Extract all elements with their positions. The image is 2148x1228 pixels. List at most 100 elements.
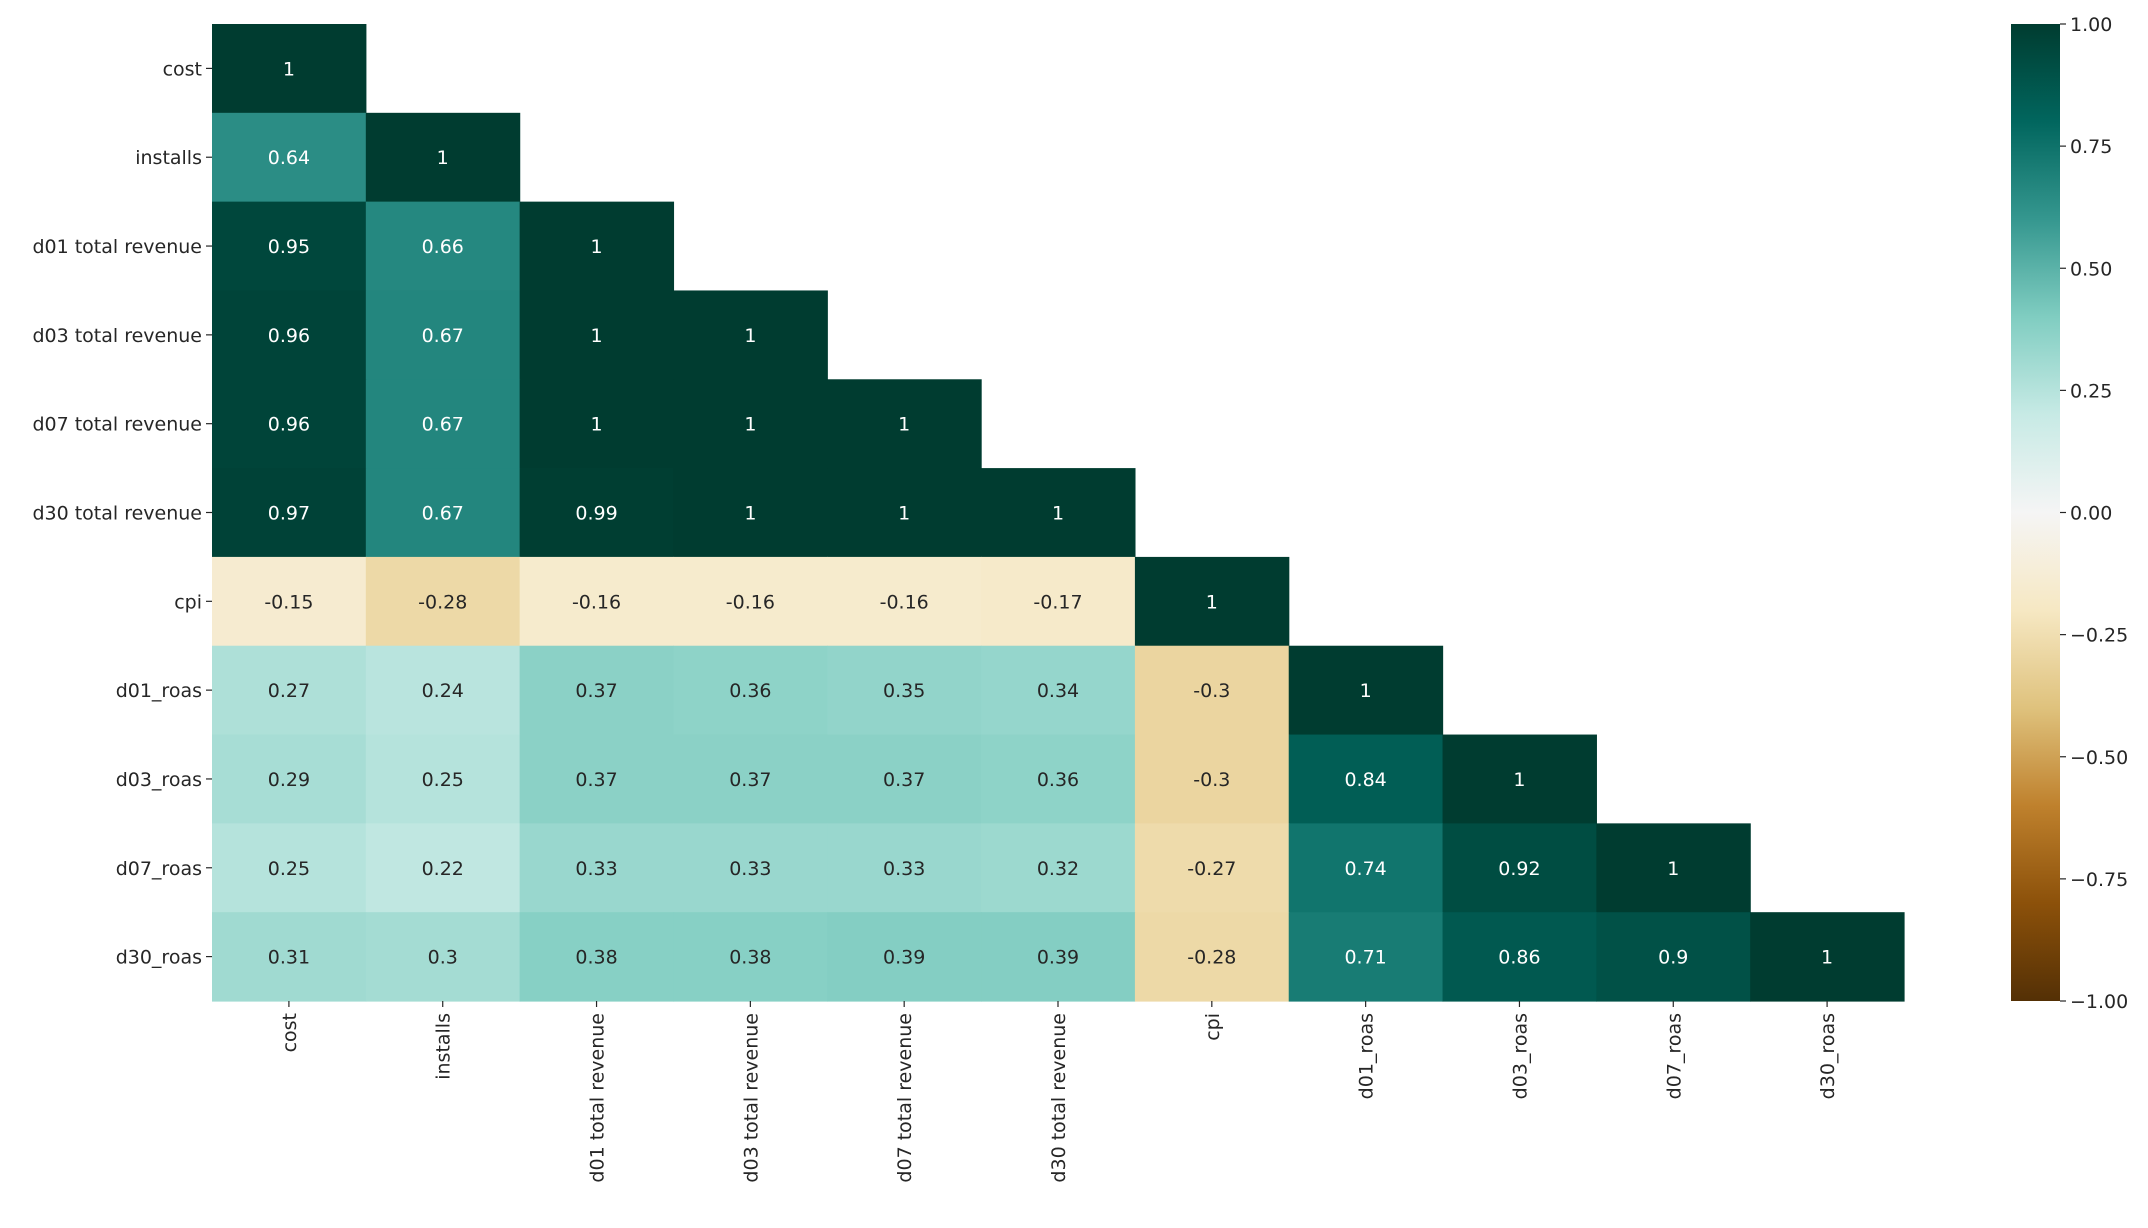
heatmap-cell bbox=[212, 290, 367, 380]
heatmap-cell bbox=[673, 468, 828, 558]
heatmap-cell bbox=[827, 912, 982, 1002]
cell-value-label: 1 bbox=[898, 503, 910, 525]
heatmap-cell bbox=[1134, 645, 1290, 736]
heatmap-cell bbox=[981, 912, 1136, 1002]
heatmap-cell bbox=[981, 645, 1136, 736]
heatmap-cell bbox=[673, 645, 828, 736]
cell-value-label: 0.24 bbox=[422, 680, 464, 702]
heatmap-cell bbox=[519, 468, 675, 558]
y-tick-label: d30_roas bbox=[116, 947, 202, 969]
heatmap-cell bbox=[212, 24, 367, 114]
heatmap-cell bbox=[1288, 734, 1444, 824]
heatmap-cell bbox=[212, 201, 367, 292]
cell-value-label: -0.27 bbox=[1187, 858, 1236, 880]
heatmap-cell bbox=[827, 379, 982, 469]
cell-value-label: 0.67 bbox=[422, 503, 464, 525]
heatmap-cell bbox=[365, 912, 521, 1002]
x-tick-label: d30 total revenue bbox=[1048, 1013, 1070, 1183]
heatmap-cell bbox=[365, 468, 521, 558]
heatmap-cell bbox=[212, 379, 367, 469]
x-tick-label: cost bbox=[279, 1013, 301, 1052]
colorbar-tick-label: 0.25 bbox=[2070, 380, 2112, 402]
cell-value-label: 0.92 bbox=[1498, 858, 1540, 880]
heatmap-cell bbox=[1750, 912, 1905, 1002]
colorbar-tick-label: −0.75 bbox=[2070, 869, 2128, 891]
x-tick-label: d01_roas bbox=[1356, 1013, 1378, 1099]
heatmap-cell bbox=[827, 468, 982, 558]
heatmap-cell bbox=[1134, 823, 1290, 913]
heatmap-cell bbox=[365, 379, 521, 469]
cell-value-label: 1 bbox=[590, 236, 602, 258]
cell-value-label: 1 bbox=[437, 147, 449, 169]
cell-value-label: 0.29 bbox=[268, 769, 310, 791]
heatmap-cell bbox=[1288, 823, 1444, 913]
cell-value-label: 0.32 bbox=[1037, 858, 1079, 880]
heatmap-cell bbox=[519, 556, 675, 647]
heatmap-cell bbox=[365, 645, 521, 736]
heatmap-cell bbox=[673, 556, 828, 647]
heatmap-cell bbox=[1596, 912, 1751, 1002]
x-tick-label: d07 total revenue bbox=[894, 1013, 916, 1183]
heatmap-cell bbox=[1442, 823, 1597, 913]
cell-value-label: -0.16 bbox=[880, 591, 929, 613]
heatmap-cell bbox=[1442, 734, 1597, 824]
heatmap-cell bbox=[212, 556, 367, 647]
cell-value-label: -0.15 bbox=[264, 591, 313, 613]
cell-value-label: 1 bbox=[590, 414, 602, 436]
cell-value-label: 0.37 bbox=[883, 769, 925, 791]
x-tick-label: cpi bbox=[1202, 1013, 1224, 1041]
y-axis: cost installs d01 total revenue d03 total r… bbox=[32, 58, 212, 969]
cell-value-label: 0.37 bbox=[575, 769, 617, 791]
cell-value-label: 0.9 bbox=[1658, 947, 1688, 969]
heatmap-cell bbox=[212, 734, 367, 824]
heatmap-cell bbox=[519, 201, 675, 292]
cell-value-label: 0.95 bbox=[268, 236, 310, 258]
heatmap-cell bbox=[673, 912, 828, 1002]
heatmap-cell bbox=[365, 112, 521, 203]
colorbar-tick-label: 0.50 bbox=[2070, 258, 2112, 280]
heatmap-cell bbox=[981, 823, 1136, 913]
cell-value-label: 1 bbox=[744, 325, 756, 347]
cell-value-label: 0.37 bbox=[729, 769, 771, 791]
y-tick-label: d03 total revenue bbox=[32, 325, 202, 347]
heatmap-cell bbox=[981, 556, 1136, 647]
heatmap-cell bbox=[673, 734, 828, 824]
cell-value-label: 0.74 bbox=[1344, 858, 1386, 880]
cell-value-label: 0.99 bbox=[575, 503, 617, 525]
y-tick-label: d01 total revenue bbox=[32, 236, 202, 258]
cell-value-label: 1 bbox=[744, 503, 756, 525]
cell-value-label: 0.33 bbox=[729, 858, 771, 880]
heatmap-cell bbox=[1596, 823, 1751, 913]
cell-value-label: 1 bbox=[1206, 591, 1218, 613]
heatmap-cell bbox=[673, 379, 828, 469]
cell-value-label: 1 bbox=[590, 325, 602, 347]
cell-value-label: 1 bbox=[1667, 858, 1679, 880]
cell-value-label: -0.17 bbox=[1033, 591, 1082, 613]
x-tick-label: d07_roas bbox=[1663, 1013, 1685, 1099]
cell-value-label: 0.39 bbox=[1037, 947, 1079, 969]
cell-value-label: -0.28 bbox=[1187, 947, 1236, 969]
heatmap-cell bbox=[1134, 556, 1290, 647]
cell-value-label: 0.38 bbox=[729, 947, 771, 969]
colorbar-tick-label: −0.25 bbox=[2070, 625, 2128, 647]
y-tick-label: d03_roas bbox=[116, 769, 202, 791]
y-tick-label: d30 total revenue bbox=[32, 503, 202, 525]
cell-value-label: 0.64 bbox=[268, 147, 310, 169]
cell-value-label: -0.16 bbox=[572, 591, 621, 613]
y-tick-label: cpi bbox=[174, 591, 202, 613]
heatmap-cell bbox=[212, 112, 367, 203]
cell-value-label: 0.39 bbox=[883, 947, 925, 969]
y-tick-label: d07_roas bbox=[116, 858, 202, 880]
x-tick-label: d03_roas bbox=[1509, 1013, 1531, 1099]
cell-value-label: 0.84 bbox=[1344, 769, 1386, 791]
cell-value-label: 0.67 bbox=[422, 414, 464, 436]
cell-value-label: 0.67 bbox=[422, 325, 464, 347]
heatmap-cell bbox=[365, 556, 521, 647]
heatmap-cell bbox=[827, 734, 982, 824]
heatmap-cell bbox=[827, 556, 982, 647]
heatmap-cell bbox=[1288, 645, 1444, 736]
heatmap-cell bbox=[212, 645, 367, 736]
heatmap-cell bbox=[519, 823, 675, 913]
heatmap-cell bbox=[519, 912, 675, 1002]
colorbar: 1.00 0.75 0.50 0.25 0.00 −0.25 −0.50 −0.75 −1.00 bbox=[2011, 14, 2128, 1013]
